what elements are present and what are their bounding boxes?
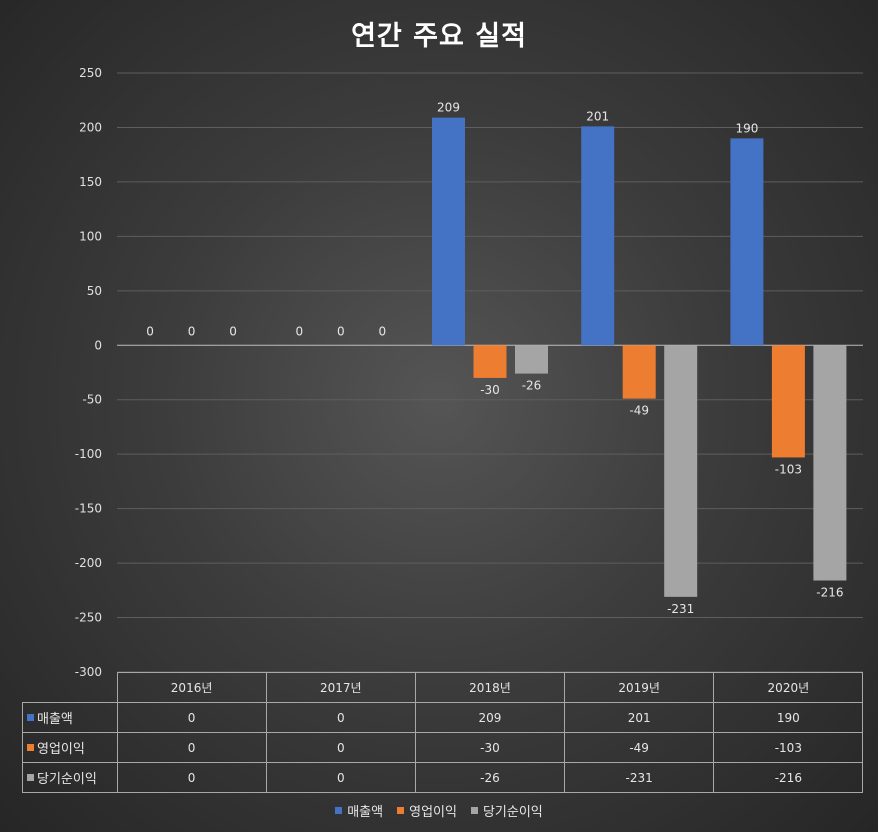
table-header-cell: 2020년: [713, 672, 864, 703]
table-header-cell: 2019년: [564, 672, 715, 703]
table-cell: 0: [265, 732, 416, 763]
data-label: 0: [337, 324, 345, 338]
legend: 매출액 영업이익 당기순이익: [0, 801, 878, 820]
chart-title: 연간 주요 실적: [351, 21, 527, 52]
y-tick-label: 0: [94, 338, 102, 352]
legend-item: 영업이익: [397, 801, 457, 820]
table-cell: 201: [564, 702, 715, 733]
table-cell: 190: [713, 702, 864, 733]
table-row: 영업이익 0 0 -30 -49 -103: [22, 732, 864, 763]
bar: [473, 345, 507, 378]
y-tick-label: -200: [75, 556, 102, 570]
y-tick-label: -150: [75, 502, 102, 516]
series-swatch: [27, 744, 34, 751]
data-label: 209: [437, 101, 460, 115]
y-tick-label: 200: [79, 120, 102, 134]
y-tick-label: -50: [82, 393, 102, 407]
table-header-cell: 2018년: [414, 672, 566, 703]
y-tick-label: 100: [79, 229, 102, 243]
y-tick-label: -250: [75, 611, 102, 625]
y-tick-label: 50: [87, 284, 102, 298]
table-corner: [22, 672, 118, 703]
bar: [515, 345, 548, 374]
data-table: 2016년 2017년 2018년 2019년 2020년 매출액 0 0 209 201 190 영…: [22, 672, 864, 793]
bar: [813, 345, 847, 581]
data-label: -30: [480, 383, 500, 397]
data-label: 201: [586, 109, 609, 123]
table-cell: -26: [414, 762, 566, 793]
table-cell: 0: [265, 702, 416, 733]
data-label: -49: [629, 404, 649, 418]
legend-label: 영업이익: [409, 805, 457, 820]
data-label: -103: [775, 462, 802, 476]
table-series-name: 매출액: [22, 702, 118, 733]
legend-label: 매출액: [347, 805, 384, 820]
table-cell: 0: [116, 762, 267, 793]
series-swatch: [27, 774, 34, 781]
table-header-cell: 2016년: [116, 672, 267, 703]
table-cell: -103: [713, 732, 864, 763]
table-series-name: 당기순이익: [22, 762, 118, 793]
data-label: 0: [188, 324, 196, 338]
legend-item: 당기순이익: [470, 801, 543, 820]
table-row: 매출액 0 0 209 201 190: [22, 702, 864, 733]
y-tick-label: 250: [79, 66, 102, 80]
bar: [622, 345, 656, 399]
legend-label: 당기순이익: [482, 805, 543, 820]
data-label: -216: [816, 586, 843, 600]
table-header-cell: 2017년: [265, 672, 416, 703]
bar: [664, 345, 698, 597]
bars: [432, 117, 847, 597]
bar: [581, 126, 615, 346]
table-cell: 0: [116, 732, 267, 763]
table-cell: -49: [564, 732, 715, 763]
series-swatch: [27, 714, 34, 721]
data-label: -231: [667, 602, 694, 616]
legend-swatch: [470, 807, 478, 814]
legend-item: 매출액: [335, 801, 383, 820]
bar: [771, 345, 805, 458]
y-tick-label: 150: [79, 175, 102, 189]
table-row: 당기순이익 0 0 -26 -231 -216: [22, 762, 864, 793]
table-cell: -216: [713, 762, 864, 793]
legend-swatch: [397, 807, 405, 814]
table-cell: 0: [265, 762, 416, 793]
data-label: 0: [229, 324, 237, 338]
data-label: 190: [735, 121, 758, 135]
data-labels: 0 0 209 201 190 0 0 -30 -49 -103 0 0 -26 -231 -216: [146, 101, 843, 616]
y-tick-label: -100: [75, 447, 102, 461]
bar: [432, 117, 465, 346]
data-label: -26: [522, 379, 542, 393]
bar: [730, 138, 764, 346]
table-cell: 0: [116, 702, 267, 733]
data-label: 0: [295, 324, 303, 338]
table-cell: 209: [414, 702, 566, 733]
table-cell: -30: [414, 732, 566, 763]
data-label: 0: [378, 324, 386, 338]
table-series-name: 영업이익: [22, 732, 118, 763]
data-label: 0: [146, 324, 154, 338]
table-cell: -231: [564, 762, 715, 793]
legend-swatch: [335, 807, 343, 814]
